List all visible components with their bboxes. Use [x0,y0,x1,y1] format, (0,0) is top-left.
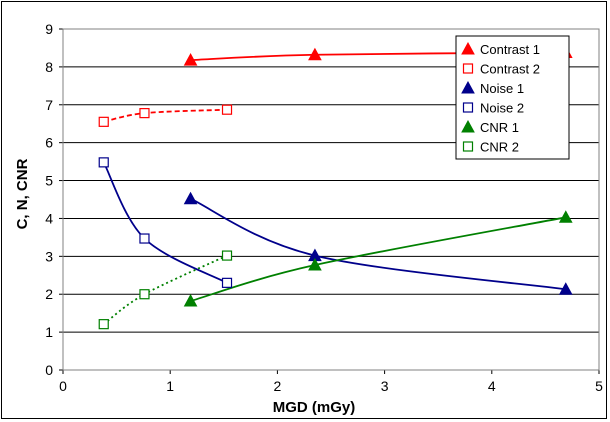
legend-label-cnr-1: CNR 1 [480,120,519,135]
y-tick-label-3: 3 [45,248,53,264]
x-tick-label-3: 3 [381,378,389,394]
data-point-cnr-2-2 [221,250,233,261]
y-tick-label-9: 9 [45,21,53,37]
data-point-cnr-2-1 [139,289,150,300]
series-line-noise-1 [190,197,566,291]
data-point-noise-2-1 [139,233,150,244]
data-point-cnr-1-2 [558,210,573,223]
x-tick-labels: 0 1 2 3 4 5 [59,378,603,394]
legend-marker-cnr-2 [462,141,474,152]
y-tick-label-4: 4 [45,210,53,226]
y-tick-label-5: 5 [45,173,53,189]
series-line-contrast-2 [103,108,228,123]
data-point-contrast-2-2 [221,104,233,115]
legend-label-contrast-2: Contrast 2 [480,62,540,77]
x-axis-label: MGD (mGy) [273,399,356,416]
data-point-contrast-2-1 [139,108,150,119]
legend-label-cnr-2: CNR 2 [480,140,519,155]
data-point-contrast-2-0 [98,116,109,127]
data-point-noise-2-2 [221,277,233,288]
data-point-contrast-1-0 [183,53,198,66]
legend-label-noise-2: Noise 2 [480,101,524,116]
series-line-cnr-2 [103,254,228,325]
data-point-noise-1-0 [183,191,198,205]
x-tick-label-1: 1 [166,378,174,394]
x-tick-label-0: 0 [59,378,67,394]
data-point-cnr-1-1 [308,258,322,271]
data-point-cnr-1-0 [183,293,198,307]
y-tick-labels: 0 1 2 3 4 5 6 7 8 9 [45,21,53,378]
series-line-cnr-1 [190,216,566,302]
y-tick-label-1: 1 [45,324,53,340]
data-point-noise-2-0 [98,157,109,168]
y-tick-label-6: 6 [45,135,53,151]
y-tick-label-0: 0 [45,362,53,378]
legend: Contrast 1 Contrast 2 Noise 1 Noise 2 CNR 1 C… [455,35,570,160]
y-tick-label-2: 2 [45,286,53,302]
data-point-noise-1-2 [558,282,573,295]
x-tick-label-2: 2 [274,378,282,394]
legend-marker-noise-1 [461,80,475,94]
y-tick-label-7: 7 [45,97,53,113]
y-axis-label: C, N, CNR [14,158,31,229]
legend-marker-cnr-1 [461,119,475,133]
legend-marker-contrast-1 [461,41,475,55]
x-tick-label-4: 4 [488,378,496,394]
legend-box [455,35,570,160]
legend-label-noise-1: Noise 1 [480,81,524,96]
legend-marker-contrast-2 [462,63,474,74]
y-tick-label-8: 8 [45,59,53,75]
data-point-contrast-1-1 [308,47,322,61]
plot-area [62,28,600,371]
x-tick-label-5: 5 [595,378,603,394]
data-point-cnr-2-0 [98,319,109,330]
legend-label-contrast-1: Contrast 1 [480,42,540,57]
legend-marker-noise-2 [462,102,474,113]
